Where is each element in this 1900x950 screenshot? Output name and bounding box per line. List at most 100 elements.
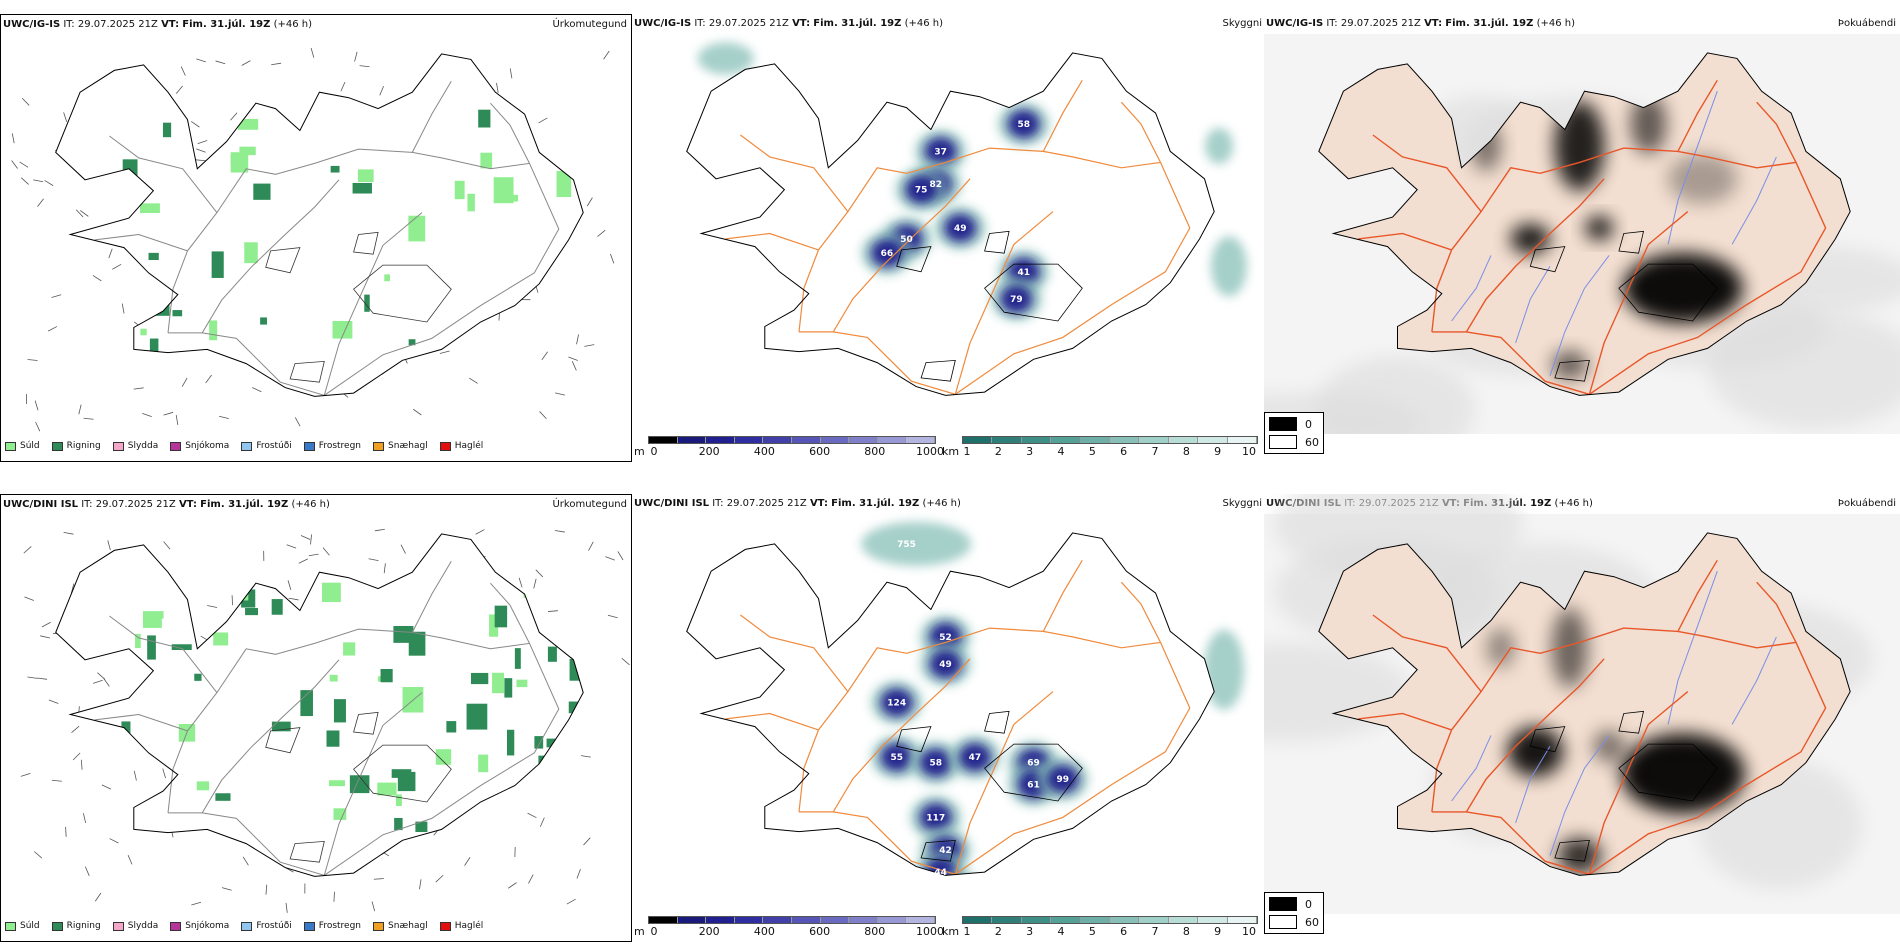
precip-cell <box>377 782 397 796</box>
road <box>1465 178 1605 333</box>
precip-cell <box>300 690 313 717</box>
precip-cell <box>295 588 306 597</box>
road <box>167 628 560 876</box>
wind-barb <box>33 179 44 183</box>
wind-barb <box>310 47 315 58</box>
legend-swatch <box>51 921 63 931</box>
legend-label: Frostúði <box>256 441 292 451</box>
precip-cell <box>467 193 475 212</box>
road <box>94 713 188 732</box>
land-area <box>55 533 584 877</box>
river <box>1515 746 1551 824</box>
fog-legend: 0 60 <box>1264 412 1324 454</box>
legend-item-frostúði: Frostúði <box>241 441 292 451</box>
wind-barb <box>27 359 38 361</box>
road <box>1120 101 1162 163</box>
precip-cell <box>568 701 580 714</box>
sea-low-visibility <box>1205 127 1234 164</box>
colorbar-tick-label: 0 <box>650 925 658 938</box>
legend-swatch <box>439 921 451 931</box>
wind-barb <box>93 679 103 684</box>
glacier-outline <box>984 230 1010 254</box>
wind-barb <box>163 541 171 550</box>
colorbar-box <box>877 917 907 923</box>
precip-cell <box>203 566 211 574</box>
colorbar-box <box>649 917 678 923</box>
colorbar-tick-label: 5 <box>1088 445 1096 458</box>
legend-item-haglél: Haglél <box>439 441 483 451</box>
precip-cell <box>333 699 346 723</box>
wind-barb <box>568 356 578 361</box>
wind-barb <box>219 415 229 419</box>
precip-cell <box>239 146 256 156</box>
visibility-core <box>905 175 938 204</box>
visibility-map: 755 161 52 49 124 55 58 47 69 61 99 117 42 44 31 <box>686 521 1244 900</box>
road <box>1431 627 1827 876</box>
wind-barb <box>142 412 152 417</box>
colorbar-ticks: 1 2 3 4 5 6 7 8 9 10 <box>962 924 1258 938</box>
panel-field-name: Skyggni <box>1222 18 1262 29</box>
wind-barb <box>371 901 376 912</box>
visibility-shading <box>860 102 1050 322</box>
wind-barb <box>586 197 593 207</box>
road <box>1120 581 1162 643</box>
colorbar-tick-label: 400 <box>753 925 775 938</box>
wind-barb <box>322 547 330 556</box>
wind-barb <box>101 784 112 790</box>
wind-barb <box>547 610 558 612</box>
wind-barb <box>37 198 44 207</box>
visibility-value-label: 124 <box>887 699 906 709</box>
visibility-value-label: 66 <box>881 249 894 259</box>
wind-barb <box>79 210 89 217</box>
sea-low-visibility <box>1210 236 1247 297</box>
visibility-core <box>880 688 913 717</box>
visibility-value-label: 50 <box>900 235 913 245</box>
road <box>954 691 1054 875</box>
colorbar-box <box>906 917 935 923</box>
wind-barb <box>242 856 249 866</box>
wind-barb <box>539 411 547 419</box>
wind-barb <box>241 60 251 66</box>
colorbar-box <box>1051 917 1081 923</box>
visibility-value-label: 52 <box>939 633 952 643</box>
precip-cell <box>149 338 159 356</box>
fog-blob <box>1551 350 1588 379</box>
precip-cell <box>330 165 340 173</box>
river <box>1451 255 1492 322</box>
colorbar-box <box>1227 437 1258 443</box>
precip-cell <box>537 569 545 590</box>
legend-swatch <box>112 441 124 451</box>
legend-swatch <box>170 921 182 931</box>
fog-blob <box>1551 607 1588 688</box>
colorbar-box <box>1198 917 1228 923</box>
colorbar-tick-label: 600 <box>809 445 831 458</box>
precip-cell <box>253 183 271 200</box>
precip-cell <box>471 672 489 685</box>
wind-barb <box>48 699 59 704</box>
wind-barb <box>20 773 31 777</box>
precip-cell <box>343 642 356 656</box>
wind-barb <box>107 540 111 551</box>
road <box>109 615 218 693</box>
precip-cell <box>321 582 341 603</box>
precip-cell <box>139 203 160 214</box>
wind-barb <box>197 140 208 145</box>
precip-cell <box>506 729 515 756</box>
wind-barb <box>23 546 32 554</box>
fog-legend-label: 60 <box>1305 435 1319 449</box>
fog-legend-swatch-0 <box>1269 897 1297 911</box>
precip-cell <box>504 568 512 579</box>
colorbar-box <box>1139 917 1169 923</box>
wind-barb <box>196 58 206 63</box>
precip-cell <box>194 673 202 681</box>
wind-barb <box>196 148 206 153</box>
panel-field-name: Þokuábendi <box>1837 498 1896 509</box>
road <box>201 659 340 814</box>
sea-low-visibility <box>861 521 972 566</box>
precip-cell <box>394 817 403 831</box>
wind-barb <box>265 884 268 895</box>
precip-cell <box>271 599 283 615</box>
precip-type-panel-bottom: UWC/DINI ISL IT: 29.07.2025 21Z VT: Fim.… <box>0 494 632 942</box>
road <box>1465 658 1605 813</box>
